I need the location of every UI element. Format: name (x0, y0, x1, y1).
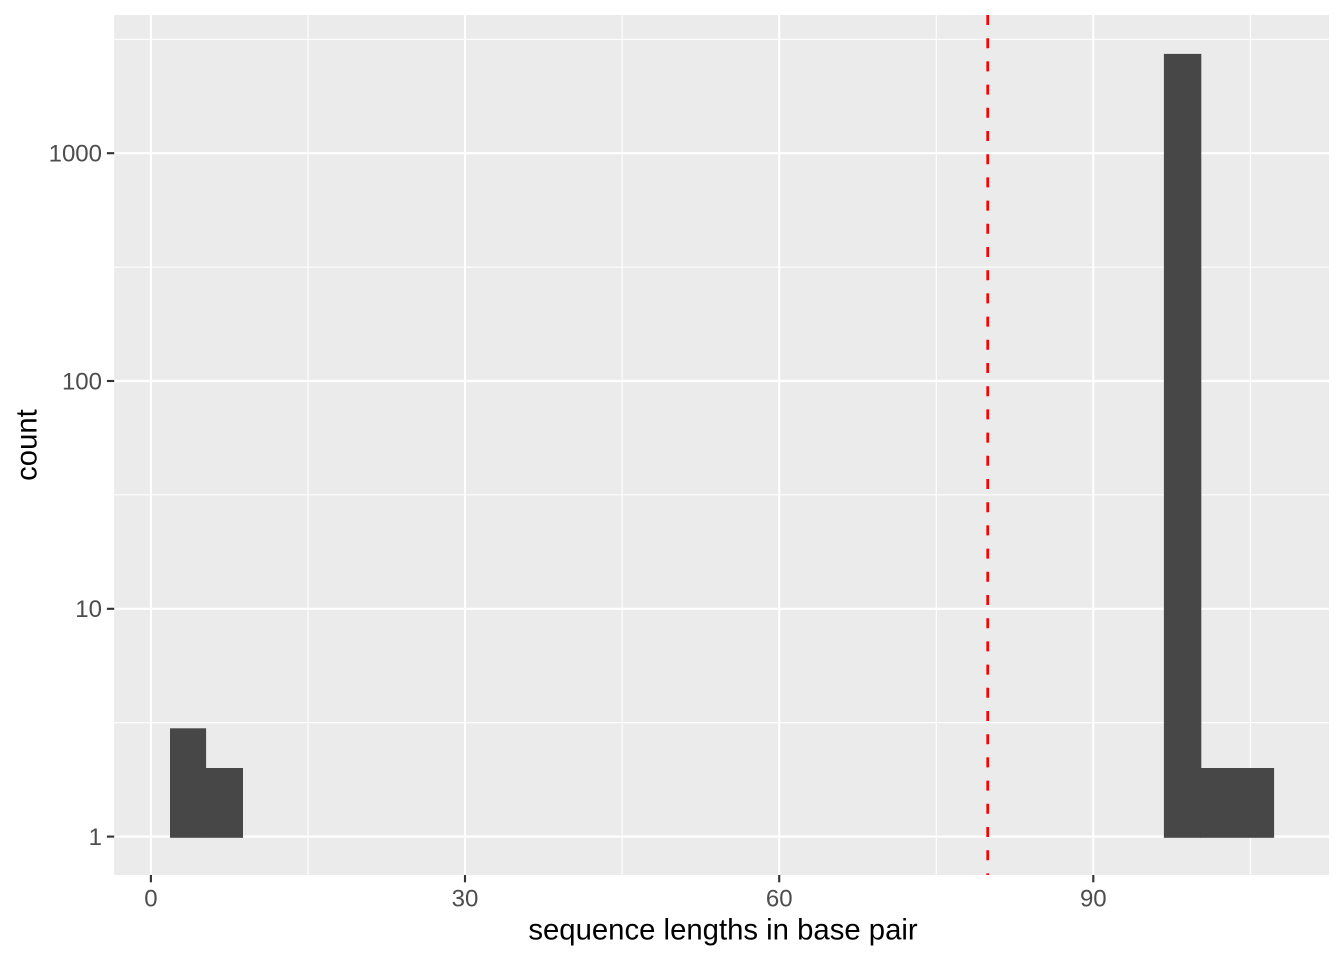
svg-text:1: 1 (89, 824, 102, 851)
svg-text:100: 100 (62, 368, 102, 395)
svg-text:60: 60 (766, 885, 793, 912)
svg-text:10: 10 (75, 596, 102, 623)
svg-text:90: 90 (1080, 885, 1107, 912)
svg-text:30: 30 (452, 885, 479, 912)
svg-text:sequence lengths in base pair: sequence lengths in base pair (528, 914, 918, 947)
svg-text:1000: 1000 (49, 141, 102, 168)
svg-text:0: 0 (144, 885, 157, 912)
svg-text:count: count (11, 409, 44, 481)
